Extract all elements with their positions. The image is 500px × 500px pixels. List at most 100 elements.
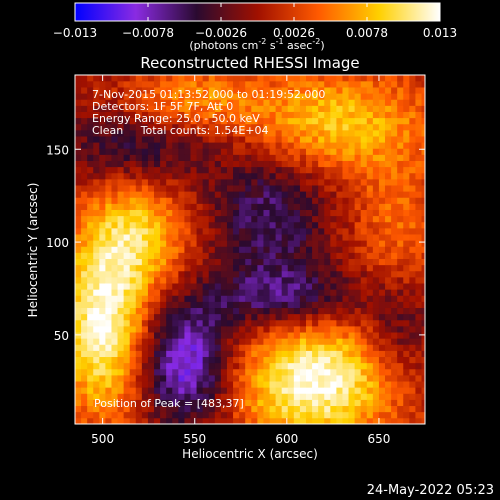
heatmap-cell <box>372 325 380 333</box>
heatmap-cell <box>354 215 362 223</box>
heatmap-cell <box>111 148 118 155</box>
heatmap-cell <box>348 123 356 131</box>
heatmap-cell <box>135 111 143 119</box>
heatmap-cell <box>154 338 161 345</box>
heatmap-cell <box>330 387 337 394</box>
heatmap-cell <box>281 75 289 82</box>
heatmap-cell <box>372 87 380 94</box>
heatmap-cell <box>75 87 82 94</box>
heatmap-cell <box>287 154 295 161</box>
heatmap-cell <box>415 227 422 235</box>
heatmap-cell <box>403 99 410 106</box>
heatmap-cell <box>409 221 416 229</box>
heatmap-cell <box>220 301 228 309</box>
heatmap-cell <box>348 160 356 168</box>
heatmap-cell <box>129 160 137 168</box>
heatmap-cell <box>196 381 204 388</box>
heatmap-cell <box>239 319 246 327</box>
heatmap-cell <box>251 99 258 106</box>
heatmap-cell <box>378 368 386 376</box>
heatmap-cell <box>226 258 234 266</box>
heatmap-cell <box>81 289 88 296</box>
heatmap-cell <box>172 221 179 229</box>
heatmap-cell <box>360 178 368 186</box>
heatmap-cell <box>147 356 155 364</box>
heatmap-cell <box>391 387 398 394</box>
heatmap-cell <box>220 117 228 125</box>
heatmap-cell <box>299 227 307 235</box>
heatmap-cell <box>190 80 197 88</box>
heatmap-cell <box>336 356 343 364</box>
heatmap-cell <box>348 178 356 186</box>
heatmap-cell <box>75 289 82 296</box>
heatmap-cell <box>421 160 425 168</box>
heatmap-cell <box>154 160 161 168</box>
heatmap-cell <box>81 246 88 253</box>
heatmap-cell <box>397 350 404 358</box>
heatmap-cell <box>172 75 179 82</box>
heatmap-cell <box>202 99 210 106</box>
heatmap-cell <box>251 313 258 321</box>
heatmap-cell <box>257 240 264 247</box>
heatmap-cell <box>251 154 258 161</box>
heatmap-cell <box>233 185 240 192</box>
heatmap-cell <box>117 80 125 88</box>
heatmap-cell <box>263 381 270 388</box>
heatmap-cell <box>166 283 173 290</box>
heatmap-cell <box>372 99 380 106</box>
heatmap-cell <box>385 393 392 400</box>
heatmap-cell <box>281 258 289 266</box>
heatmap-cell <box>178 307 185 315</box>
heatmap-cell <box>269 197 277 204</box>
heatmap-cell <box>378 160 386 168</box>
heatmap-cell <box>123 142 131 149</box>
heatmap-cell <box>105 258 112 266</box>
heatmap-cell <box>202 362 210 370</box>
heatmap-cell <box>421 252 425 259</box>
heatmap-cell <box>409 99 416 106</box>
heatmap-cell <box>214 234 222 241</box>
heatmap-cell <box>342 215 349 223</box>
heatmap-cell <box>160 411 167 419</box>
heatmap-cell <box>257 381 264 388</box>
heatmap-cell <box>208 307 216 315</box>
heatmap-cell <box>160 270 167 278</box>
heatmap-cell <box>330 289 337 296</box>
heatmap-cell <box>147 399 155 407</box>
heatmap-cell <box>354 405 362 413</box>
heatmap-cell <box>385 93 392 100</box>
heatmap-cell <box>208 99 216 106</box>
heatmap-cell <box>105 185 112 192</box>
heatmap-cell <box>324 307 331 315</box>
heatmap-cell <box>196 362 204 370</box>
heatmap-cell <box>366 374 374 382</box>
heatmap-cell <box>293 136 301 143</box>
heatmap-cell <box>202 301 210 309</box>
heatmap-cell <box>348 276 356 284</box>
heatmap-cell <box>312 276 319 284</box>
heatmap-cell <box>87 80 94 88</box>
heatmap-cell <box>342 405 349 413</box>
heatmap-cell <box>360 405 368 413</box>
heatmap-cell <box>366 166 374 174</box>
heatmap-cell <box>372 368 380 376</box>
heatmap-cell <box>111 117 118 125</box>
heatmap-cell <box>330 117 337 125</box>
heatmap-cell <box>251 75 258 82</box>
heatmap-cell <box>336 185 343 192</box>
heatmap-cell <box>202 411 210 419</box>
heatmap-cell <box>257 264 264 272</box>
heatmap-cell <box>275 319 283 327</box>
heatmap-cell <box>257 283 264 290</box>
heatmap-cell <box>312 185 319 192</box>
heatmap-cell <box>245 148 252 155</box>
heatmap-cell <box>99 178 106 186</box>
heatmap-cell <box>184 227 191 235</box>
heatmap-cell <box>348 264 356 272</box>
heatmap-cell <box>269 295 277 302</box>
heatmap-cell <box>87 325 94 333</box>
heatmap-cell <box>421 362 425 370</box>
heatmap-cell <box>81 393 88 400</box>
heatmap-cell <box>324 344 331 351</box>
heatmap-cell <box>220 289 228 296</box>
